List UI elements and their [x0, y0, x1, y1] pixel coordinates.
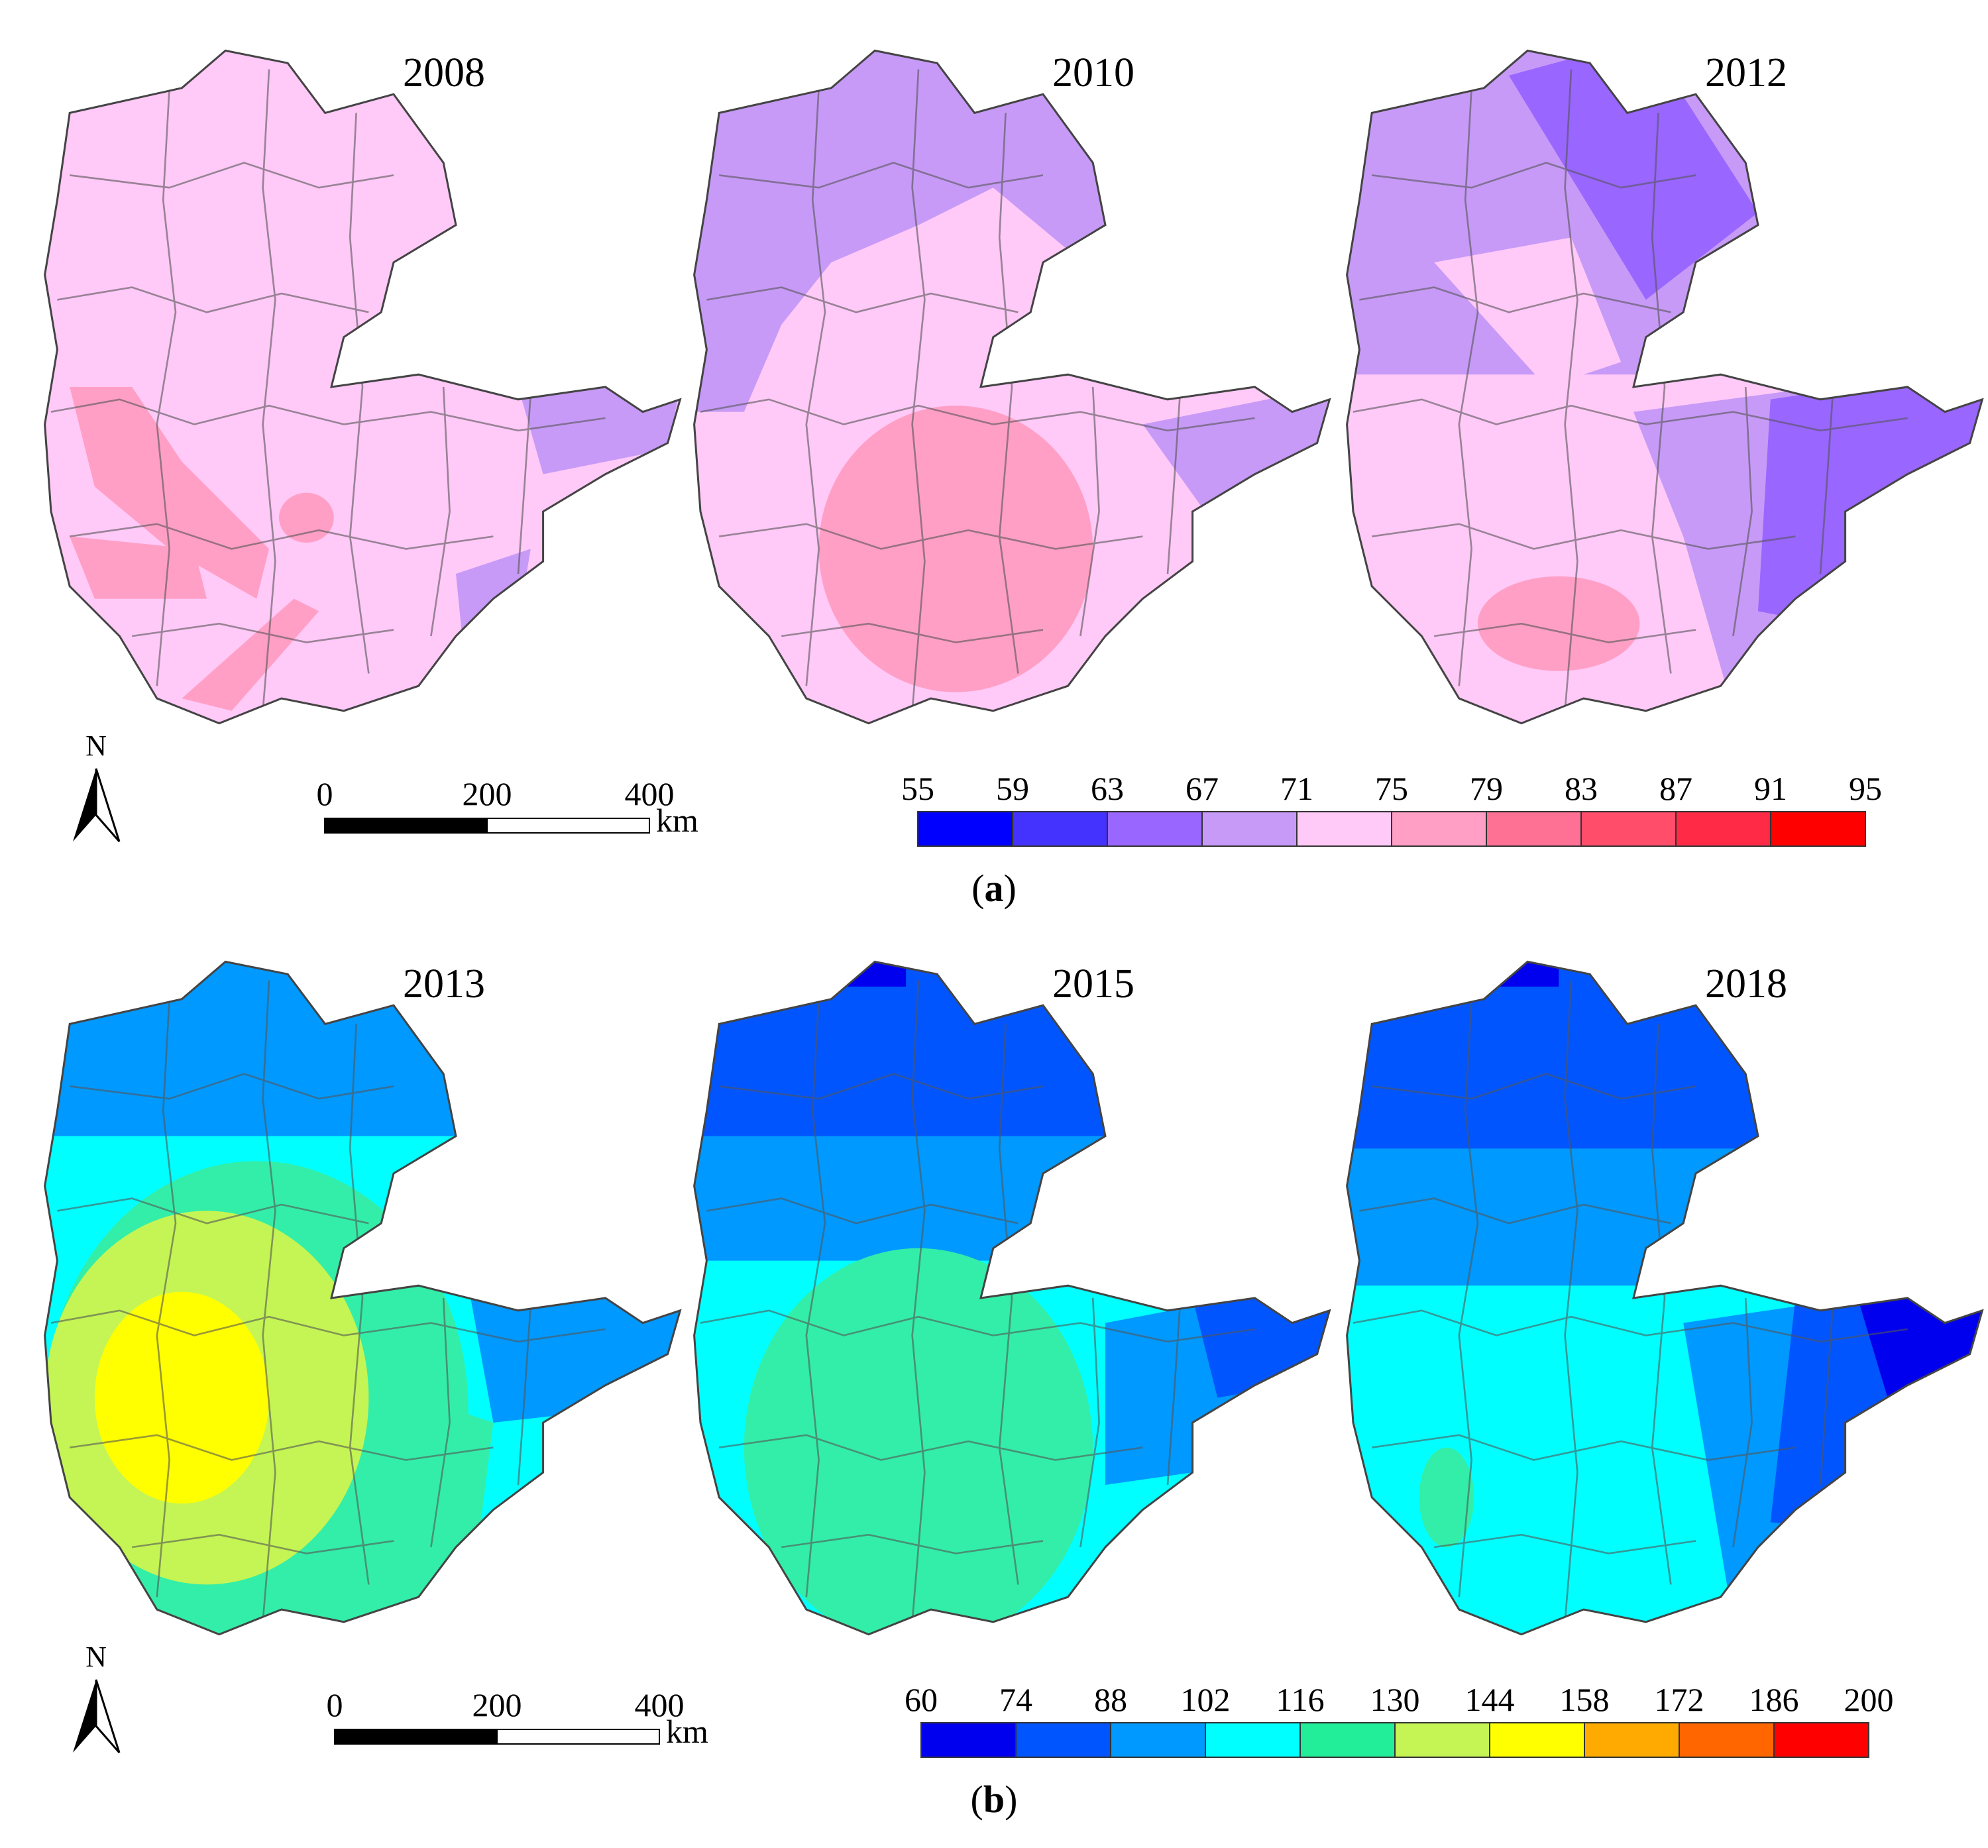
- year-label: 2012: [1705, 50, 1787, 95]
- legend-break-label: 200: [1844, 1681, 1894, 1718]
- legend-swatch: [1770, 811, 1866, 847]
- legend-break-label: 55: [901, 770, 934, 807]
- year-label: 2018: [1705, 961, 1787, 1006]
- map-2012: [1346, 49, 1983, 725]
- year-label: 2013: [403, 961, 485, 1006]
- legend-swatch: [1205, 1722, 1301, 1758]
- zone: [70, 536, 207, 599]
- zone: [694, 961, 1330, 1136]
- legend-break-label: 74: [999, 1681, 1032, 1718]
- zone: [70, 387, 269, 599]
- scale-bar-tick: 200: [463, 775, 512, 812]
- scale-bar-empty: [496, 1729, 660, 1745]
- legend-swatch: [1107, 811, 1203, 847]
- legend-swatch: [1580, 811, 1677, 847]
- zone: [1347, 961, 1983, 1149]
- legend-swatch: [1299, 1722, 1396, 1758]
- legend-swatch: [1773, 1722, 1869, 1758]
- zone: [1478, 576, 1640, 671]
- legend-swatch: [1584, 1722, 1680, 1758]
- legend-break-label: 88: [1094, 1681, 1127, 1718]
- scale-bar-tick: 400: [635, 1686, 685, 1723]
- scale-bar-tick: 400: [625, 775, 675, 812]
- year-label: 2010: [1052, 50, 1134, 95]
- legend-break-label: 60: [905, 1681, 938, 1718]
- legend-swatch: [1675, 811, 1771, 847]
- legend-break-label: 186: [1749, 1681, 1799, 1718]
- scale-bar-filled: [324, 818, 488, 834]
- zone: [44, 961, 681, 1136]
- zone: [279, 492, 334, 543]
- legend-break-label: 172: [1655, 1681, 1704, 1718]
- legend-break-label: 95: [1849, 770, 1882, 807]
- year-label: 2008: [403, 50, 485, 95]
- north-arrow: N: [73, 730, 121, 842]
- map-2008: [44, 49, 681, 725]
- legend-swatch: [1012, 811, 1108, 847]
- north-label: N: [85, 1641, 107, 1673]
- legend-break-label: 59: [996, 770, 1029, 807]
- zone: [1757, 362, 1983, 661]
- legend-swatch: [920, 1722, 1017, 1758]
- north-label: N: [85, 730, 107, 762]
- map-2013: [44, 960, 681, 1636]
- legend-swatch: [1201, 811, 1298, 847]
- legend-break-label: 116: [1276, 1681, 1324, 1718]
- panel-caption: (b): [971, 1778, 1018, 1821]
- scale-bar-unit: km: [666, 1713, 708, 1750]
- legend-break-label: 67: [1186, 770, 1219, 807]
- zone: [1192, 1273, 1330, 1398]
- legend: 60 74 88 102 116 130 144 158 172 186 200: [905, 1681, 1894, 1758]
- legend: 55 59 63 67 71 75 79 83 87 91 95: [901, 770, 1882, 847]
- legend-swatch: [1489, 1722, 1585, 1758]
- legend-swatch: [917, 811, 1013, 847]
- legend-break-label: 91: [1754, 770, 1787, 807]
- legend-break-label: 144: [1465, 1681, 1515, 1718]
- legend-break-label: 130: [1370, 1681, 1420, 1718]
- north-arrow-icon: [73, 1680, 96, 1753]
- legend-swatch: [1015, 1722, 1111, 1758]
- zone: [468, 1273, 681, 1423]
- legend-swatch: [1296, 811, 1392, 847]
- scale-bar-empty: [486, 818, 650, 834]
- map-2010: [693, 49, 1331, 725]
- scale-bar-unit: km: [656, 802, 698, 839]
- map-2015: [693, 960, 1331, 1636]
- legend-break-label: 63: [1091, 770, 1124, 807]
- legend-swatch: [1110, 1722, 1206, 1758]
- legend-break-label: 102: [1181, 1681, 1231, 1718]
- legend-break-label: 71: [1280, 770, 1313, 807]
- scale-bar-tick: 0: [317, 775, 333, 812]
- zone: [182, 598, 319, 711]
- zone: [518, 386, 681, 474]
- zone: [1508, 50, 1758, 300]
- legend-swatch: [1394, 1722, 1490, 1758]
- scale-bar-filled: [334, 1729, 498, 1745]
- panel-caption: (a): [971, 867, 1017, 910]
- year-label: 2015: [1052, 961, 1134, 1006]
- north-arrow: N: [73, 1641, 121, 1753]
- zone: [744, 1248, 1093, 1635]
- legend-break-label: 79: [1470, 770, 1503, 807]
- legend-break-label: 158: [1560, 1681, 1610, 1718]
- map-2018: [1346, 960, 1983, 1636]
- legend-break-label: 75: [1375, 770, 1408, 807]
- zone: [94, 1291, 270, 1504]
- legend-swatch: [1679, 1722, 1775, 1758]
- legend-break-label: 87: [1659, 770, 1692, 807]
- legend-swatch: [1391, 811, 1487, 847]
- legend-swatch: [1486, 811, 1582, 847]
- scale-bar-tick: 200: [472, 1686, 522, 1723]
- scale-bar-tick: 0: [327, 1686, 343, 1723]
- legend-break-label: 83: [1565, 770, 1598, 807]
- zone: [1142, 386, 1330, 512]
- zone: [818, 406, 1093, 692]
- zone: [1419, 1447, 1474, 1547]
- north-arrow-icon: [73, 769, 96, 842]
